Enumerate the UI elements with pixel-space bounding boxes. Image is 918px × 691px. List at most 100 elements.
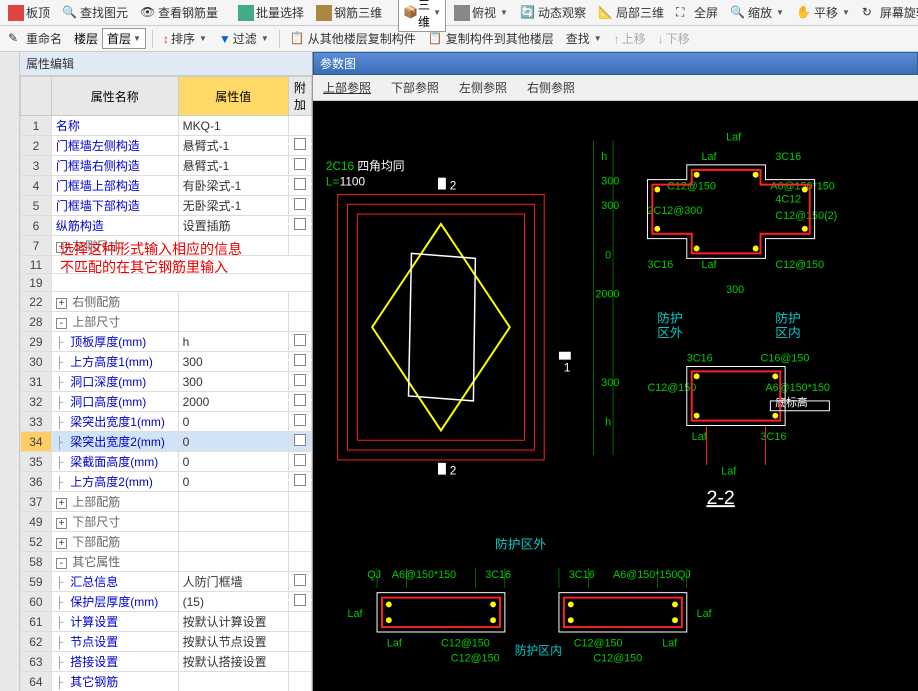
view-3d-combo[interactable]: 📦三维▼: [398, 0, 446, 32]
tab-top-ref[interactable]: 上部参照: [319, 78, 375, 97]
property-value[interactable]: (15): [178, 592, 288, 612]
tb-rotate[interactable]: ↻屏幕旋转: [858, 2, 918, 23]
property-checkbox[interactable]: [288, 196, 311, 216]
expand-icon[interactable]: +: [56, 498, 67, 509]
tb-rename[interactable]: ✎重命名: [4, 28, 66, 49]
tab-right-ref[interactable]: 右侧参照: [523, 78, 579, 97]
property-checkbox[interactable]: [288, 156, 311, 176]
tb-dynamic-view[interactable]: 🔄动态观察: [516, 2, 590, 23]
property-checkbox[interactable]: [288, 532, 311, 552]
property-row[interactable]: 58- 其它属性: [21, 552, 312, 572]
property-row[interactable]: 49+ 下部尺寸: [21, 512, 312, 532]
property-checkbox[interactable]: [288, 412, 311, 432]
property-row[interactable]: 62├ 节点设置按默认节点设置: [21, 632, 312, 652]
property-row[interactable]: 64├ 其它钢筋: [21, 672, 312, 691]
property-row[interactable]: 59├ 汇总信息人防门框墙: [21, 572, 312, 592]
property-value[interactable]: 0: [178, 412, 288, 432]
tb-up[interactable]: ↑上移: [610, 28, 650, 49]
property-value[interactable]: 0: [178, 452, 288, 472]
property-row[interactable]: 33├ 梁突出宽度1(mm)0: [21, 412, 312, 432]
property-row[interactable]: 5门框墙下部构造无卧梁式-1: [21, 196, 312, 216]
expand-icon[interactable]: +: [56, 518, 67, 529]
property-value[interactable]: [178, 532, 288, 552]
property-value[interactable]: 按默认节点设置: [178, 632, 288, 652]
expand-icon[interactable]: +: [56, 538, 67, 549]
tb-pan[interactable]: ✋平移▼: [792, 2, 854, 23]
property-row[interactable]: 34├ 梁突出宽度2(mm)0: [21, 432, 312, 452]
property-row[interactable]: 61├ 计算设置按默认计算设置: [21, 612, 312, 632]
property-checkbox[interactable]: [288, 312, 311, 332]
property-checkbox[interactable]: [288, 216, 311, 236]
tab-left-ref[interactable]: 左侧参照: [455, 78, 511, 97]
property-checkbox[interactable]: [288, 236, 311, 256]
tab-bottom-ref[interactable]: 下部参照: [387, 78, 443, 97]
property-value[interactable]: 悬臂式-1: [178, 136, 288, 156]
property-row[interactable]: 22+ 右侧配筋: [21, 292, 312, 312]
property-value[interactable]: 人防门框墙: [178, 572, 288, 592]
expand-icon[interactable]: -: [56, 318, 67, 329]
tb-batch-select[interactable]: 批量选择: [234, 2, 308, 23]
property-value[interactable]: MKQ-1: [178, 116, 288, 136]
property-checkbox[interactable]: [288, 292, 311, 312]
property-row[interactable]: 60├ 保护层厚度(mm)(15): [21, 592, 312, 612]
expand-icon[interactable]: -: [56, 558, 67, 569]
property-value[interactable]: 2000: [178, 392, 288, 412]
floor-combo[interactable]: 首层▼: [102, 28, 146, 49]
tb-top-view[interactable]: 俯视▼: [450, 2, 512, 23]
property-value[interactable]: 300: [178, 372, 288, 392]
property-checkbox[interactable]: [288, 176, 311, 196]
property-checkbox[interactable]: [288, 372, 311, 392]
property-row[interactable]: 52+ 下部配筋: [21, 532, 312, 552]
property-checkbox[interactable]: [288, 332, 311, 352]
tb-sort[interactable]: ↕排序▼: [159, 28, 211, 49]
property-value[interactable]: [178, 292, 288, 312]
property-checkbox[interactable]: [288, 352, 311, 372]
property-row[interactable]: 31├ 洞口深度(mm)300: [21, 372, 312, 392]
property-value[interactable]: 300: [178, 352, 288, 372]
tb-find-element[interactable]: 🔍查找图元: [58, 2, 132, 23]
tb-copy-to[interactable]: 📋复制构件到其他楼层: [424, 28, 558, 49]
property-checkbox[interactable]: [288, 116, 311, 136]
property-row[interactable]: 32├ 洞口高度(mm)2000: [21, 392, 312, 412]
property-checkbox[interactable]: [288, 392, 311, 412]
property-checkbox[interactable]: [288, 572, 311, 592]
side-tab[interactable]: [0, 52, 20, 691]
expand-icon[interactable]: +: [56, 298, 67, 309]
property-row[interactable]: 3门框墙右侧构造悬臂式-1: [21, 156, 312, 176]
tb-fullscreen[interactable]: ⛶全屏: [672, 2, 722, 23]
property-value[interactable]: 悬臂式-1: [178, 156, 288, 176]
property-row[interactable]: 6纵筋构造设置插筋: [21, 216, 312, 236]
diagram-canvas[interactable]: 2C16 四角均同 L= 1100 2 2: [313, 101, 918, 691]
property-value[interactable]: 按默认计算设置: [178, 612, 288, 632]
property-checkbox[interactable]: [288, 432, 311, 452]
property-row[interactable]: 35├ 梁截面高度(mm)0: [21, 452, 312, 472]
tb-down[interactable]: ↓下移: [654, 28, 694, 49]
property-value[interactable]: 0: [178, 432, 288, 452]
property-value[interactable]: h: [178, 332, 288, 352]
property-checkbox[interactable]: [288, 672, 311, 691]
tb-find[interactable]: 查找▼: [562, 28, 606, 49]
property-value[interactable]: 无卧梁式-1: [178, 196, 288, 216]
property-row[interactable]: 28- 上部尺寸: [21, 312, 312, 332]
property-checkbox[interactable]: [288, 136, 311, 156]
property-checkbox[interactable]: [288, 492, 311, 512]
tb-item[interactable]: 板顶: [4, 2, 54, 23]
property-row[interactable]: 1名称MKQ-1: [21, 116, 312, 136]
property-row[interactable]: 30├ 上方高度1(mm)300: [21, 352, 312, 372]
tb-copy-from[interactable]: 📋从其他楼层复制构件: [286, 28, 420, 49]
tb-zoom[interactable]: 🔍缩放▼: [726, 2, 788, 23]
property-value[interactable]: 设置插筋: [178, 216, 288, 236]
property-value[interactable]: [178, 672, 288, 691]
property-checkbox[interactable]: [288, 472, 311, 492]
tb-local-3d[interactable]: 📐局部三维: [594, 2, 668, 23]
property-value[interactable]: [178, 552, 288, 572]
property-row[interactable]: 63├ 搭接设置按默认搭接设置: [21, 652, 312, 672]
property-checkbox[interactable]: [288, 452, 311, 472]
property-value[interactable]: 0: [178, 472, 288, 492]
property-checkbox[interactable]: [288, 552, 311, 572]
property-checkbox[interactable]: [288, 592, 311, 612]
property-checkbox[interactable]: [288, 612, 311, 632]
property-value[interactable]: [178, 512, 288, 532]
tb-rebar-3d[interactable]: 钢筋三维: [312, 2, 386, 23]
tb-view-rebar[interactable]: 👁查看钢筋量: [136, 2, 222, 23]
